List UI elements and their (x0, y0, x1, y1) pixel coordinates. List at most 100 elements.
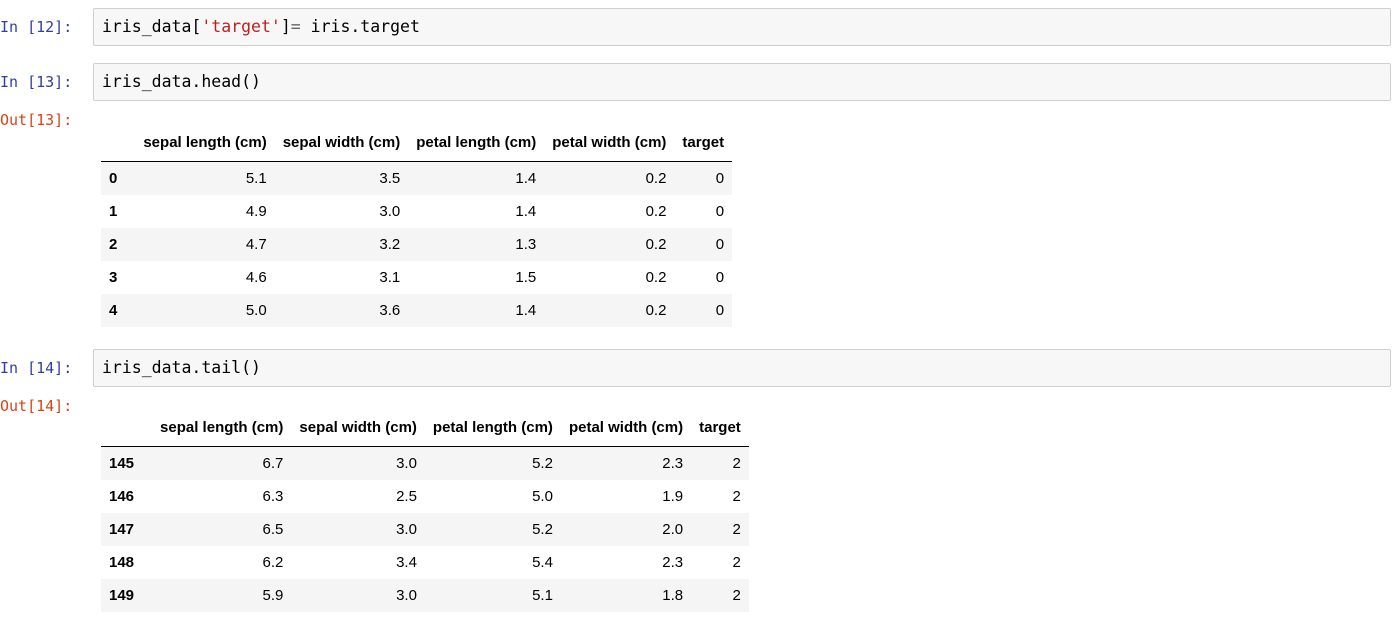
index-header (101, 411, 153, 447)
table-cell: 1.9 (662, 488, 684, 505)
table-cell: 3.0 (396, 455, 417, 472)
table-cell: 3.0 (396, 521, 417, 538)
table-cell: 2 (732, 521, 741, 538)
row-index: 3 (109, 269, 118, 286)
table-cell: 5.1 (532, 587, 553, 604)
table-cell: 3.6 (379, 302, 401, 319)
column-header: petal length (cm) (408, 126, 545, 162)
column-header: sepal length (cm) (152, 411, 292, 447)
row-index: 1 (109, 203, 118, 220)
code-token: iris_data[ (102, 17, 202, 36)
table-cell: 3.1 (379, 269, 401, 286)
row-index: 145 (109, 455, 135, 472)
table-row: 147 6.5 3.0 5.2 2.0 2 (101, 513, 749, 546)
column-header: petal width (cm) (544, 126, 675, 162)
table-cell: 2.3 (662, 455, 684, 472)
table-cell: 3.5 (379, 170, 401, 187)
code-text: iris_data['target']= iris.target (102, 17, 420, 36)
table-cell: 0 (715, 302, 725, 319)
table-row: 3 4.6 3.1 1.5 0.2 0 (101, 261, 732, 294)
row-index: 148 (109, 554, 135, 571)
row-index: 2 (109, 236, 118, 253)
table-cell: 1.4 (515, 302, 537, 319)
row-index: 147 (109, 521, 135, 538)
table-cell: 0.2 (645, 269, 667, 286)
table-cell: 3.0 (396, 587, 417, 604)
table-row: 146 6.3 2.5 5.0 1.9 2 (101, 480, 749, 513)
code-input-14[interactable]: iris_data.tail() (93, 349, 1391, 387)
table-cell: 2 (732, 455, 741, 472)
code-token: iris.target (300, 17, 420, 36)
table-cell: 6.3 (262, 488, 284, 505)
table-cell: 1.5 (515, 269, 537, 286)
table-cell: 1.3 (515, 236, 537, 253)
table-cell: 2.0 (662, 521, 684, 538)
table-cell: 5.0 (245, 302, 267, 319)
table-cell: 0.2 (645, 170, 667, 187)
output-prompt: Out[14]: (0, 397, 73, 415)
column-header: petal width (cm) (560, 411, 692, 447)
table-cell: 5.4 (532, 554, 553, 571)
input-prompt: In [12]: (0, 18, 73, 36)
code-operator-token: = (290, 17, 301, 36)
table-cell: 5.0 (532, 488, 553, 505)
code-input-12[interactable]: iris_data['target']= iris.target (93, 8, 1391, 46)
table-row: 148 6.2 3.4 5.4 2.3 2 (101, 546, 749, 579)
dataframe-output-head: sepal length (cm) sepal width (cm) petal… (101, 126, 733, 327)
table-row: 4 5.0 3.6 1.4 0.2 0 (101, 294, 733, 327)
table-cell: 0 (715, 170, 725, 187)
code-token: ] (280, 17, 291, 36)
table-cell: 1.8 (662, 587, 684, 604)
table-cell: 0 (715, 203, 725, 220)
table-cell: 3.4 (396, 554, 417, 571)
table-cell: 5.9 (262, 587, 284, 604)
row-index: 4 (109, 302, 118, 319)
table-row: 145 6.7 3.0 5.2 2.3 2 (101, 446, 749, 480)
column-header: sepal width (cm) (291, 411, 425, 447)
code-string-token: 'target' (201, 17, 281, 36)
table-header-row: sepal length (cm) sepal width (cm) petal… (101, 126, 733, 162)
table-cell: 1.4 (515, 170, 537, 187)
table-cell: 4.7 (245, 236, 267, 253)
table-cell: 1.4 (515, 203, 537, 220)
column-header: sepal width (cm) (274, 126, 409, 162)
code-text: iris_data.head() (102, 72, 261, 91)
column-header: petal length (cm) (424, 411, 561, 447)
input-prompt: In [13]: (0, 73, 73, 91)
table-row: 0 5.1 3.5 1.4 0.2 0 (101, 161, 733, 195)
table-cell: 5.2 (532, 521, 553, 538)
row-index: 149 (109, 587, 135, 604)
table-cell: 0 (715, 269, 725, 286)
output-prompt: Out[13]: (0, 111, 73, 129)
column-header: target (674, 126, 733, 162)
code-text: iris_data.tail() (102, 358, 261, 377)
table-cell: 6.5 (262, 521, 284, 538)
table-cell: 0 (715, 236, 725, 253)
table-row: 149 5.9 3.0 5.1 1.8 2 (101, 579, 749, 612)
table-cell: 6.7 (262, 455, 284, 472)
code-input-13[interactable]: iris_data.head() (93, 63, 1391, 101)
table-cell: 5.2 (532, 455, 553, 472)
table-cell: 2 (732, 587, 741, 604)
table-cell: 5.1 (245, 170, 267, 187)
table-cell: 4.9 (245, 203, 267, 220)
table-cell: 6.2 (262, 554, 284, 571)
row-index: 146 (109, 488, 135, 505)
table-cell: 3.0 (379, 203, 401, 220)
table-cell: 0.2 (645, 236, 667, 253)
table-cell: 0.2 (645, 302, 667, 319)
column-header: target (691, 411, 749, 447)
table-cell: 2.5 (396, 488, 417, 505)
table-cell: 4.6 (245, 269, 267, 286)
dataframe-output-tail: sepal length (cm) sepal width (cm) petal… (101, 411, 749, 612)
table-cell: 3.2 (379, 236, 401, 253)
input-prompt: In [14]: (0, 359, 73, 377)
column-header: sepal length (cm) (135, 126, 275, 162)
table-header-row: sepal length (cm) sepal width (cm) petal… (101, 411, 749, 447)
table-row: 1 4.9 3.0 1.4 0.2 0 (101, 195, 732, 228)
table-row: 2 4.7 3.2 1.3 0.2 0 (101, 228, 733, 261)
table-cell: 0.2 (645, 203, 667, 220)
row-index: 0 (109, 170, 118, 187)
index-header (101, 126, 136, 162)
table-cell: 2.3 (662, 554, 684, 571)
